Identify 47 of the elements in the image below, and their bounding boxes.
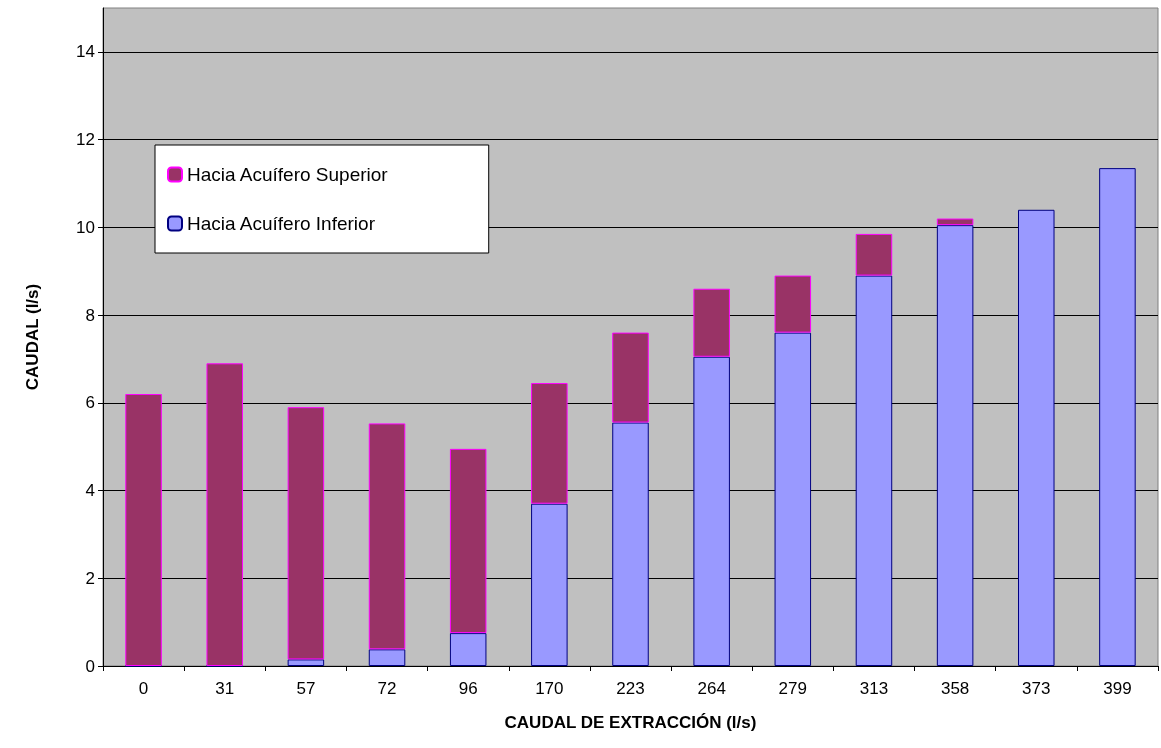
- y-tick-label: 14: [76, 42, 95, 62]
- x-tick-label: 72: [377, 679, 397, 698]
- bar: [206, 363, 243, 666]
- bar: [855, 233, 893, 276]
- x-tick-label: 373: [1022, 679, 1051, 698]
- y-tick-label: 8: [85, 305, 95, 325]
- bar: [936, 218, 974, 226]
- x-tick-label: 96: [458, 679, 478, 698]
- bar: [1018, 209, 1055, 666]
- bar: [855, 275, 893, 666]
- bar: [774, 275, 812, 333]
- bar: [693, 288, 730, 357]
- x-tick-label: 31: [215, 679, 235, 698]
- bar: [693, 356, 730, 666]
- bar: [612, 422, 649, 666]
- y-tick-label: 0: [85, 656, 95, 676]
- bar: [531, 383, 568, 504]
- x-tick-label: 223: [616, 679, 645, 698]
- y-axis-title: CAUDAL (l/s): [23, 283, 42, 391]
- x-tick-label: 0: [138, 679, 149, 698]
- legend-label: Hacia Acuífero Superior: [187, 164, 389, 185]
- x-axis-title: CAUDAL DE EXTRACCIÓN (l/s): [504, 713, 757, 732]
- y-tick-label: 6: [85, 393, 95, 413]
- x-tick-label: 313: [859, 679, 889, 698]
- x-tick-label: 170: [535, 679, 564, 698]
- x-tick-label: 264: [697, 679, 726, 698]
- legend-label: Hacia Acuífero Inferior: [187, 213, 376, 234]
- x-tick-label: 279: [778, 679, 807, 698]
- bar: [449, 633, 487, 666]
- bar: [287, 659, 325, 666]
- bar: [368, 649, 406, 666]
- bar: [531, 503, 568, 666]
- x-tick-label: 358: [940, 679, 970, 698]
- bar: [125, 394, 162, 666]
- y-tick-label: 4: [85, 481, 95, 501]
- y-tick-label: 12: [76, 130, 95, 150]
- bar: [936, 225, 974, 666]
- bar: [1099, 168, 1136, 666]
- x-tick-label: 57: [296, 679, 316, 698]
- bar: [612, 332, 649, 423]
- bar: [774, 332, 812, 666]
- bar: [449, 448, 487, 634]
- y-tick-label: 10: [76, 217, 95, 237]
- bar: [368, 423, 406, 650]
- bar: [287, 407, 325, 660]
- x-tick-label: 399: [1103, 679, 1132, 698]
- y-tick-label: 2: [85, 568, 95, 588]
